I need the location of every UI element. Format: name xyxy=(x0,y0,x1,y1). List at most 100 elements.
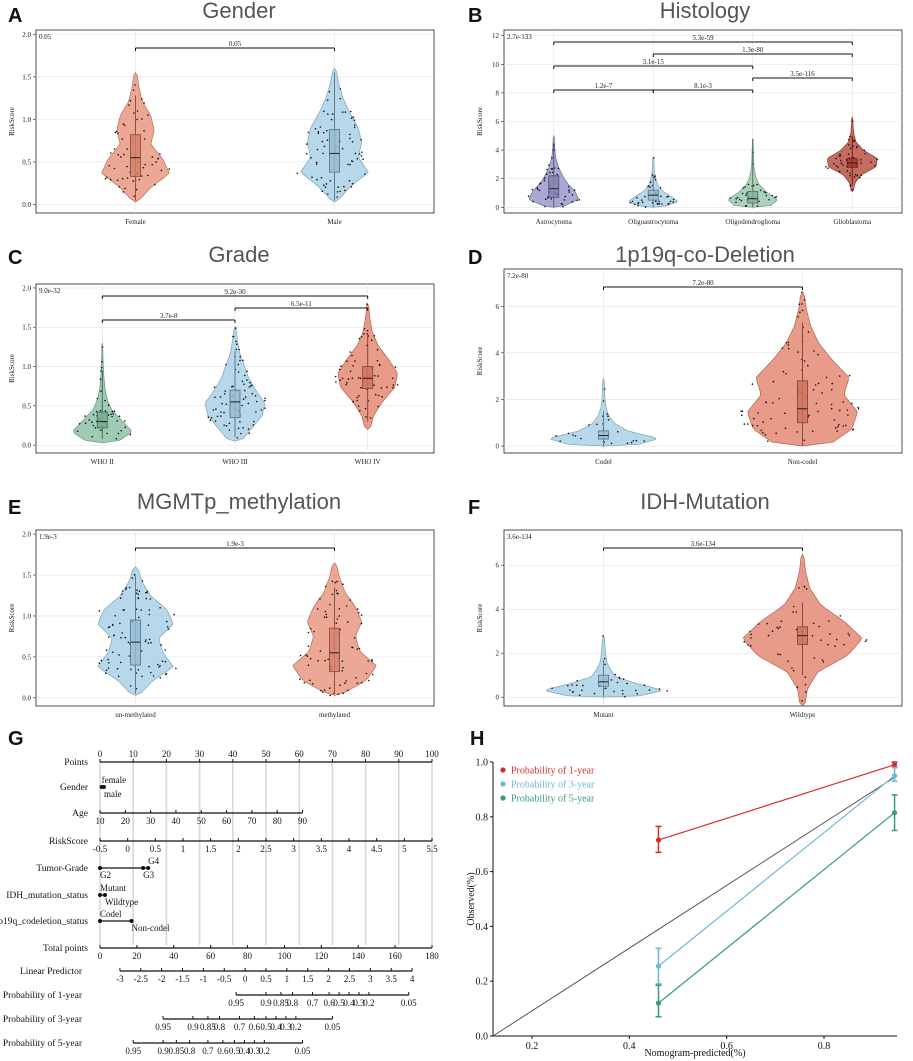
data-point xyxy=(653,157,655,159)
data-point xyxy=(753,417,755,420)
data-point xyxy=(576,199,578,202)
y-tick-label: 0.5 xyxy=(22,402,31,410)
nomogram-row-label: Linear Predictor xyxy=(20,967,83,977)
data-point xyxy=(105,672,107,674)
data-point xyxy=(244,374,246,377)
data-point xyxy=(143,130,145,132)
nomogram-tick-label: 40 xyxy=(228,749,238,759)
data-point xyxy=(604,663,606,666)
data-point xyxy=(605,687,607,689)
data-point xyxy=(144,640,147,643)
data-point xyxy=(648,185,650,187)
calibration-line xyxy=(658,775,895,967)
nomogram-tick-label: 0.5 xyxy=(260,1022,272,1032)
data-point xyxy=(98,662,101,664)
nomogram-tick-label: 0.5 xyxy=(150,844,162,854)
data-point xyxy=(562,206,564,208)
box xyxy=(130,134,141,177)
data-point xyxy=(207,416,210,419)
data-point xyxy=(840,162,843,164)
data-point xyxy=(745,205,748,207)
data-point xyxy=(337,693,340,696)
data-point xyxy=(787,341,790,344)
data-point xyxy=(127,641,130,644)
data-point xyxy=(795,628,798,631)
data-point xyxy=(345,383,347,386)
y-axis-label: RiskScore xyxy=(476,604,484,633)
data-point xyxy=(657,203,659,205)
data-point xyxy=(801,700,803,702)
nomogram-tick-label: 0.05 xyxy=(401,998,417,1008)
data-point xyxy=(856,146,858,149)
data-point xyxy=(356,399,359,402)
data-point xyxy=(248,386,251,388)
data-point xyxy=(567,432,570,435)
nomogram-tick-label: 100 xyxy=(278,951,292,961)
data-point xyxy=(128,655,131,657)
data-point xyxy=(223,411,225,414)
data-point xyxy=(853,140,856,142)
nomogram-tick-label: 0.8 xyxy=(287,998,299,1008)
data-point xyxy=(760,429,762,432)
data-point xyxy=(636,196,638,199)
data-point xyxy=(776,626,778,629)
data-point xyxy=(666,690,668,692)
data-point xyxy=(323,145,326,148)
data-point xyxy=(607,419,610,421)
data-point xyxy=(396,384,399,386)
data-point xyxy=(759,189,762,192)
data-point xyxy=(626,682,628,685)
data-point xyxy=(242,359,244,362)
data-point xyxy=(634,203,636,206)
panel-label-C: C xyxy=(8,247,22,269)
y-tick-label: 2 xyxy=(496,650,500,658)
level-marker xyxy=(101,785,106,789)
calibration-point xyxy=(655,963,662,969)
data-point xyxy=(148,665,150,668)
data-point xyxy=(352,365,354,367)
data-point xyxy=(766,622,769,625)
data-point xyxy=(360,335,363,338)
data-point xyxy=(834,645,836,647)
data-point xyxy=(655,200,657,203)
data-point xyxy=(311,683,314,685)
data-point xyxy=(756,425,759,427)
data-point xyxy=(366,329,369,332)
data-point xyxy=(643,440,645,442)
data-point xyxy=(317,659,319,662)
data-point xyxy=(129,433,132,436)
data-point xyxy=(106,176,108,179)
plot-frame xyxy=(35,29,435,214)
nomogram-tick-label: 0.5 xyxy=(229,1046,241,1056)
data-point xyxy=(581,689,583,692)
nomogram-tick-label: 0 xyxy=(243,974,248,984)
data-point xyxy=(134,84,136,86)
nomogram-tick-label: 0.4 xyxy=(239,1046,251,1056)
data-point xyxy=(248,432,250,435)
data-point xyxy=(324,585,327,588)
data-point xyxy=(367,660,370,662)
data-point xyxy=(839,375,841,377)
data-point xyxy=(836,430,838,432)
nomogram-tick-label: 5.5 xyxy=(426,844,438,854)
data-point xyxy=(123,609,125,611)
data-point xyxy=(757,412,759,414)
data-point xyxy=(161,660,164,662)
global-p-value: 2.7e-133 xyxy=(507,33,532,41)
y-tick-label: 6 xyxy=(496,303,500,311)
data-point xyxy=(672,198,675,201)
data-point xyxy=(391,377,394,380)
data-point xyxy=(351,182,354,185)
y-tick-label: 0.0 xyxy=(22,442,31,450)
data-point xyxy=(353,126,356,129)
data-point xyxy=(223,424,225,427)
data-point xyxy=(357,377,360,379)
data-point xyxy=(225,403,228,406)
data-point xyxy=(610,679,613,681)
x-axis-label: Nomogram-predicted(%) xyxy=(644,1048,745,1059)
data-point xyxy=(644,195,646,198)
data-point xyxy=(121,593,123,595)
data-point xyxy=(830,407,833,410)
data-point xyxy=(214,396,216,399)
data-point xyxy=(110,152,112,154)
